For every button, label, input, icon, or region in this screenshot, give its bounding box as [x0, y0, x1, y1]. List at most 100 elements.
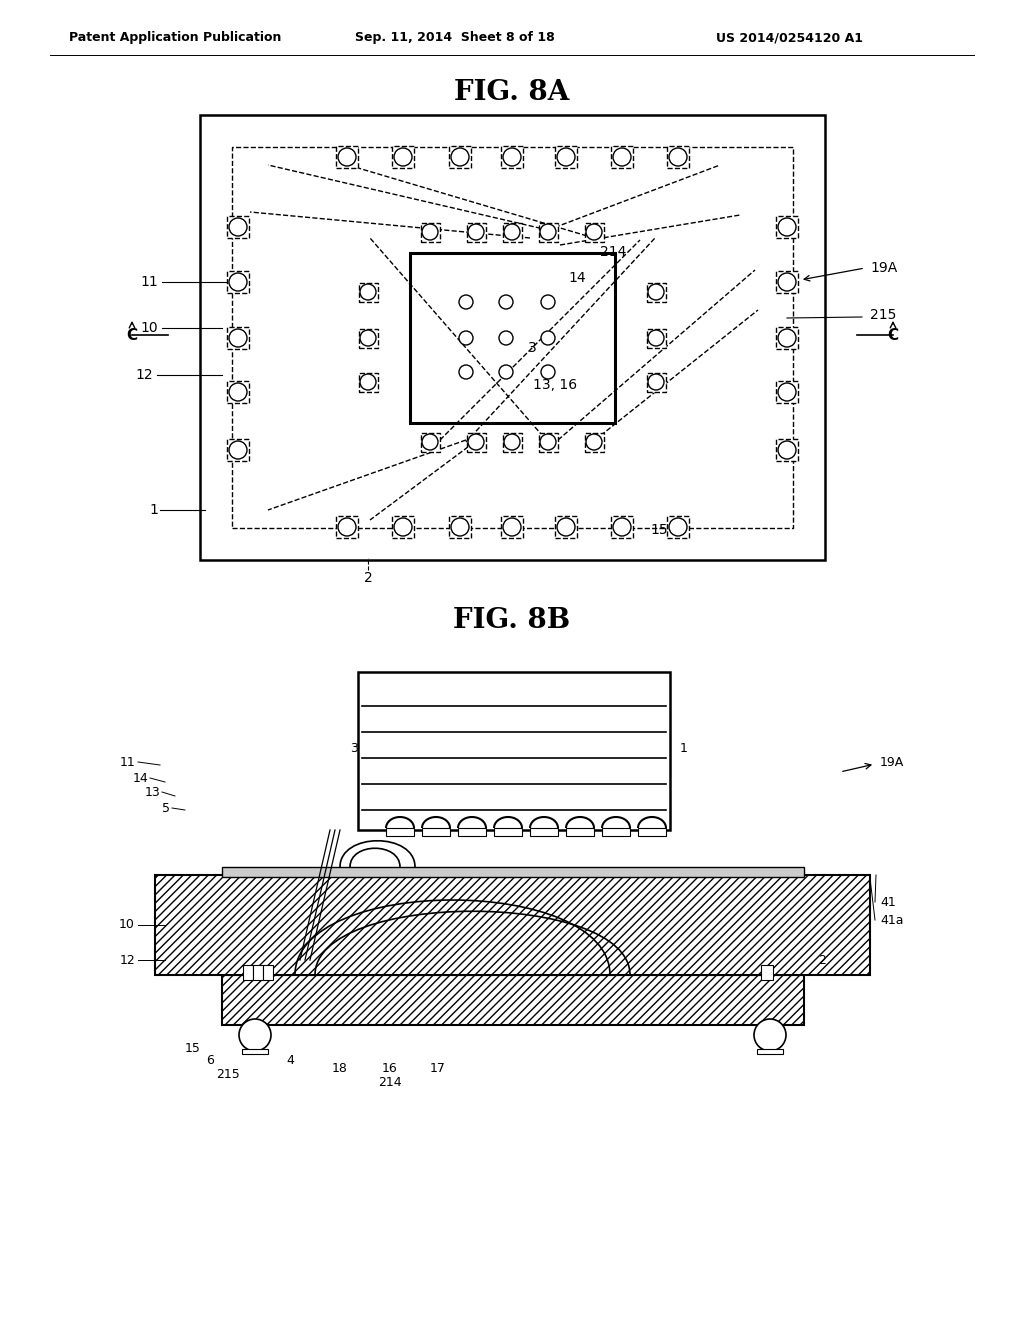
- Circle shape: [648, 330, 664, 346]
- Text: C: C: [888, 327, 899, 342]
- Bar: [243, 965, 253, 979]
- Text: 15: 15: [650, 523, 668, 537]
- Bar: [422, 828, 450, 836]
- Circle shape: [504, 224, 520, 240]
- Bar: [501, 516, 523, 539]
- Text: 12: 12: [119, 953, 135, 966]
- Circle shape: [422, 224, 438, 240]
- Bar: [386, 828, 414, 836]
- Bar: [336, 147, 358, 168]
- Bar: [646, 282, 666, 301]
- Bar: [776, 271, 798, 293]
- Bar: [253, 965, 263, 979]
- Circle shape: [468, 434, 484, 450]
- Text: 214: 214: [378, 1077, 401, 1089]
- Text: 6: 6: [206, 1053, 214, 1067]
- Bar: [611, 516, 633, 539]
- Text: 10: 10: [140, 321, 158, 335]
- Bar: [358, 329, 378, 347]
- Circle shape: [586, 224, 602, 240]
- Text: 4: 4: [674, 523, 683, 537]
- Text: Patent Application Publication: Patent Application Publication: [69, 32, 282, 45]
- Circle shape: [541, 294, 555, 309]
- Circle shape: [499, 294, 513, 309]
- Text: 14: 14: [132, 771, 148, 784]
- Bar: [503, 223, 521, 242]
- Bar: [449, 516, 471, 539]
- Bar: [646, 372, 666, 392]
- Circle shape: [648, 374, 664, 389]
- Circle shape: [669, 517, 687, 536]
- Circle shape: [229, 383, 247, 401]
- Bar: [602, 828, 630, 836]
- Bar: [421, 433, 439, 451]
- Bar: [227, 381, 249, 403]
- Bar: [200, 115, 825, 560]
- Bar: [263, 965, 273, 979]
- Text: 41a: 41a: [880, 913, 903, 927]
- Bar: [667, 516, 689, 539]
- Circle shape: [613, 517, 631, 536]
- Circle shape: [360, 330, 376, 346]
- Bar: [392, 516, 414, 539]
- Bar: [243, 1049, 268, 1053]
- Text: 4: 4: [286, 1053, 294, 1067]
- Circle shape: [394, 517, 412, 536]
- Bar: [232, 147, 793, 528]
- Circle shape: [499, 331, 513, 345]
- Text: FIG. 8A: FIG. 8A: [455, 78, 569, 106]
- Bar: [467, 433, 485, 451]
- Circle shape: [778, 441, 796, 459]
- Circle shape: [648, 284, 664, 300]
- Circle shape: [504, 434, 520, 450]
- Bar: [358, 372, 378, 392]
- Text: 19A: 19A: [870, 261, 897, 275]
- Circle shape: [754, 1019, 786, 1051]
- Text: 5: 5: [162, 801, 170, 814]
- Circle shape: [586, 434, 602, 450]
- Bar: [449, 147, 471, 168]
- Bar: [757, 1049, 782, 1053]
- Bar: [776, 381, 798, 403]
- Circle shape: [499, 366, 513, 379]
- Circle shape: [778, 329, 796, 347]
- Circle shape: [459, 331, 473, 345]
- Circle shape: [778, 273, 796, 290]
- Bar: [667, 147, 689, 168]
- Bar: [555, 147, 577, 168]
- Circle shape: [503, 148, 521, 166]
- Circle shape: [229, 273, 247, 290]
- Bar: [638, 828, 666, 836]
- Circle shape: [360, 284, 376, 300]
- Bar: [222, 975, 804, 1026]
- Text: 41: 41: [880, 895, 896, 908]
- Circle shape: [459, 294, 473, 309]
- Bar: [776, 440, 798, 461]
- Bar: [222, 867, 804, 876]
- Bar: [336, 516, 358, 539]
- Text: 215: 215: [870, 308, 896, 322]
- Text: 215: 215: [216, 1068, 240, 1081]
- Circle shape: [540, 434, 556, 450]
- Circle shape: [541, 331, 555, 345]
- Bar: [539, 433, 557, 451]
- Bar: [611, 147, 633, 168]
- Text: 14: 14: [568, 271, 586, 285]
- Bar: [410, 253, 614, 422]
- Text: 2: 2: [364, 572, 373, 585]
- Circle shape: [239, 1019, 271, 1051]
- Bar: [503, 433, 521, 451]
- Text: 17: 17: [430, 1061, 445, 1074]
- Circle shape: [468, 224, 484, 240]
- Bar: [392, 147, 414, 168]
- Bar: [358, 672, 670, 830]
- Text: 12: 12: [135, 368, 153, 381]
- Bar: [530, 828, 558, 836]
- Bar: [776, 216, 798, 238]
- Bar: [494, 828, 522, 836]
- Circle shape: [360, 374, 376, 389]
- Bar: [761, 965, 773, 979]
- Circle shape: [338, 148, 356, 166]
- Circle shape: [394, 148, 412, 166]
- Text: 15: 15: [185, 1041, 201, 1055]
